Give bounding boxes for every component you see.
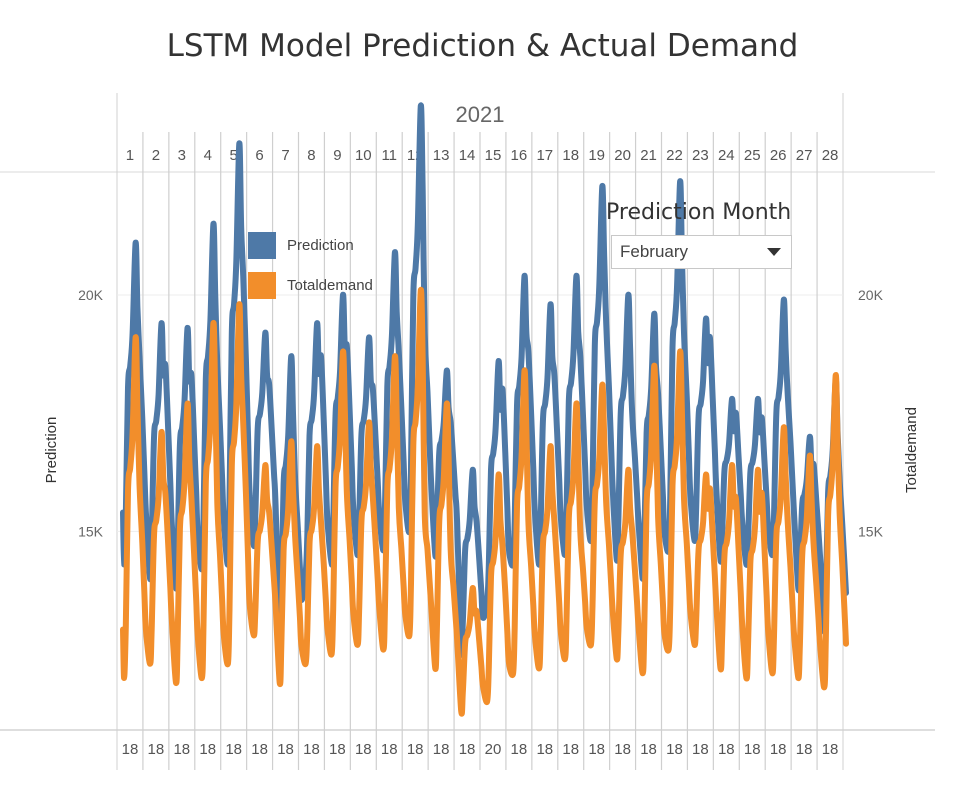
day-header-labels: 1 2 3 4 5 6 7 8 9 10 11 12 13 14 15 16 17 18 19 20 21 22 23 24 2… bbox=[126, 147, 839, 164]
y-axis-right-label: Totaldemand bbox=[903, 407, 920, 493]
day-label: 15 bbox=[485, 147, 502, 164]
legend-swatch-totaldemand bbox=[248, 272, 276, 299]
day-label: 11 bbox=[381, 147, 397, 164]
y-axis-left-label: Prediction bbox=[43, 417, 60, 484]
series-line-prediction bbox=[120, 102, 849, 658]
day-label: 8 bbox=[307, 147, 315, 164]
legend-label-prediction: Prediction bbox=[287, 237, 354, 254]
day-label: 18 bbox=[562, 147, 579, 164]
hour-label: 18 bbox=[303, 741, 320, 758]
day-label: 1 bbox=[126, 147, 134, 164]
day-label: 3 bbox=[178, 147, 186, 164]
legend-item-totaldemand[interactable]: Totaldemand bbox=[248, 272, 373, 299]
legend-item-prediction[interactable]: Prediction bbox=[248, 232, 373, 259]
day-label: 21 bbox=[640, 147, 657, 164]
hour-label: 18 bbox=[329, 741, 346, 758]
chevron-down-icon[interactable] bbox=[767, 248, 781, 256]
prediction-month-dropdown[interactable]: February bbox=[611, 235, 792, 269]
day-label: 24 bbox=[718, 147, 735, 164]
day-label: 2 bbox=[152, 147, 160, 164]
hour-footer-labels: 18 18 18 18 18 18 18 18 18 18 18 18 18 18 20 18 18 18 18 18… bbox=[122, 741, 839, 758]
legend: Prediction Totaldemand bbox=[248, 232, 373, 312]
hour-label: 18 bbox=[640, 741, 657, 758]
day-label: 20 bbox=[614, 147, 631, 164]
hour-label: 18 bbox=[433, 741, 450, 758]
hour-label: 18 bbox=[796, 741, 813, 758]
hour-label: 18 bbox=[718, 741, 735, 758]
day-label: 28 bbox=[822, 147, 839, 164]
hour-label: 18 bbox=[459, 741, 476, 758]
day-label: 23 bbox=[692, 147, 709, 164]
hour-label: 18 bbox=[588, 741, 605, 758]
hour-label: 18 bbox=[744, 741, 761, 758]
hour-label: 18 bbox=[822, 741, 839, 758]
year-label: 2021 bbox=[456, 102, 505, 127]
chart-title: LSTM Model Prediction & Actual Demand bbox=[166, 28, 799, 64]
day-label: 7 bbox=[281, 147, 289, 164]
hour-label: 18 bbox=[277, 741, 294, 758]
hour-label: 18 bbox=[562, 741, 579, 758]
legend-swatch-prediction bbox=[248, 232, 276, 259]
hour-label: 18 bbox=[511, 741, 528, 758]
hour-label: 20 bbox=[485, 741, 502, 758]
hour-label: 18 bbox=[173, 741, 190, 758]
hour-label: 18 bbox=[381, 741, 398, 758]
hour-label: 18 bbox=[614, 741, 631, 758]
day-label: 19 bbox=[588, 147, 605, 164]
filter-title: Prediction Month bbox=[606, 200, 792, 225]
day-label: 22 bbox=[666, 147, 683, 164]
day-label: 5 bbox=[230, 147, 238, 164]
series-lines bbox=[120, 102, 849, 717]
hour-label: 18 bbox=[148, 741, 165, 758]
right-tick-label: 15K bbox=[858, 523, 884, 539]
series-line-totaldemand bbox=[120, 287, 849, 717]
hour-label: 18 bbox=[692, 741, 709, 758]
hour-label: 18 bbox=[536, 741, 553, 758]
day-label: 13 bbox=[433, 147, 450, 164]
legend-label-totaldemand: Totaldemand bbox=[287, 277, 373, 294]
dropdown-selected-value: February bbox=[620, 242, 689, 261]
hour-label: 18 bbox=[199, 741, 216, 758]
day-label: 10 bbox=[355, 147, 372, 164]
right-axis-ticks: 15K 20K bbox=[858, 287, 884, 539]
day-label: 26 bbox=[770, 147, 787, 164]
hour-label: 18 bbox=[355, 741, 372, 758]
left-tick-label: 15K bbox=[78, 523, 104, 539]
day-label: 14 bbox=[459, 147, 476, 164]
hour-label: 18 bbox=[770, 741, 787, 758]
hour-label: 18 bbox=[407, 741, 424, 758]
hour-label: 18 bbox=[225, 741, 242, 758]
hour-label: 18 bbox=[122, 741, 139, 758]
left-axis-ticks: 15K 20K bbox=[78, 287, 104, 539]
day-label: 17 bbox=[536, 147, 553, 164]
prediction-month-filter: Prediction Month February bbox=[606, 200, 792, 269]
day-label: 6 bbox=[255, 147, 263, 164]
day-label: 4 bbox=[204, 147, 212, 164]
left-tick-label: 20K bbox=[78, 287, 104, 303]
right-tick-label: 20K bbox=[858, 287, 884, 303]
hour-label: 18 bbox=[666, 741, 683, 758]
day-label: 27 bbox=[796, 147, 813, 164]
day-label: 16 bbox=[511, 147, 528, 164]
hour-label: 18 bbox=[251, 741, 268, 758]
day-label: 9 bbox=[333, 147, 341, 164]
day-label: 25 bbox=[744, 147, 761, 164]
chart-frame bbox=[0, 93, 935, 770]
